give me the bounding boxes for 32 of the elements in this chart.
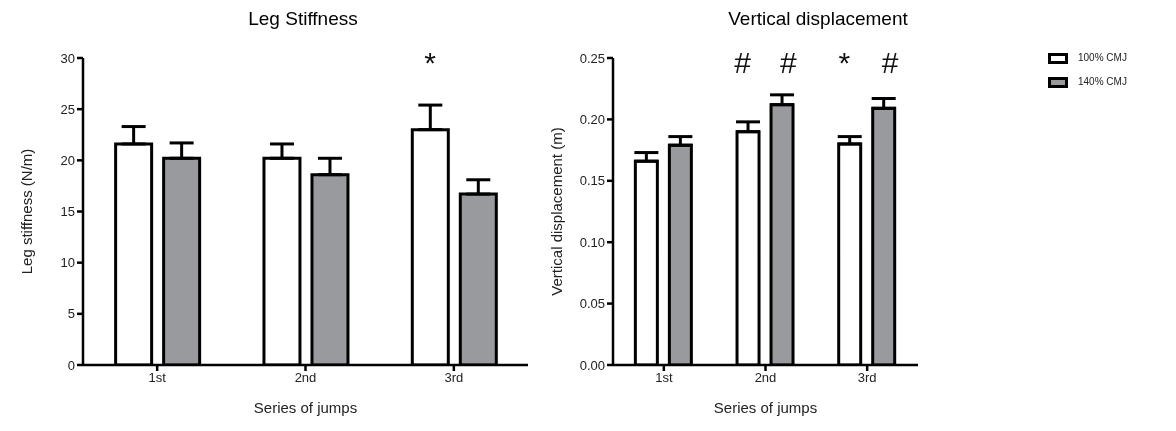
y-tick-label: 20 [60,152,75,168]
annotation: * [838,45,851,79]
annotation: * [424,45,437,79]
y-tick-label: 30 [60,50,75,66]
x-tick-label: 2nd [294,370,317,386]
y-axis-title: Vertical displacement (m) [548,127,566,296]
x-tick-label: 1st [148,370,167,386]
y-tick-label: 0.05 [579,296,605,312]
x-axis-title: Series of jumps [713,399,818,416]
x-tick-label: 2nd [754,370,777,386]
y-tick-label: 0.00 [579,357,605,373]
y-tick-label: 0.10 [579,234,605,250]
chart-title: Leg Stiffness [247,8,359,31]
annotation: # [734,45,752,79]
x-tick-label: 3rd [444,370,464,386]
annotation: # [779,45,797,79]
annotation: # [881,45,899,79]
legend-label: 100% CMJ [1078,51,1127,65]
y-tick-label: 10 [60,255,75,271]
y-tick-label: 0 [67,357,75,373]
y-tick-label: 0.15 [579,173,605,189]
y-tick-label: 15 [60,204,75,220]
x-tick-label: 1st [655,370,673,386]
y-tick-label: 0.20 [579,112,605,128]
chart-title: Vertical displacement [727,8,909,31]
y-axis-title: Leg stiffness (N/m) [18,148,36,275]
x-axis-title: Series of jumps [253,399,358,416]
y-tick-label: 5 [67,306,75,322]
x-tick-label: 3rd [857,370,877,386]
y-tick-label: 25 [60,101,75,117]
y-tick-label: 0.25 [579,50,605,66]
legend-label: 140% CMJ [1078,75,1127,89]
